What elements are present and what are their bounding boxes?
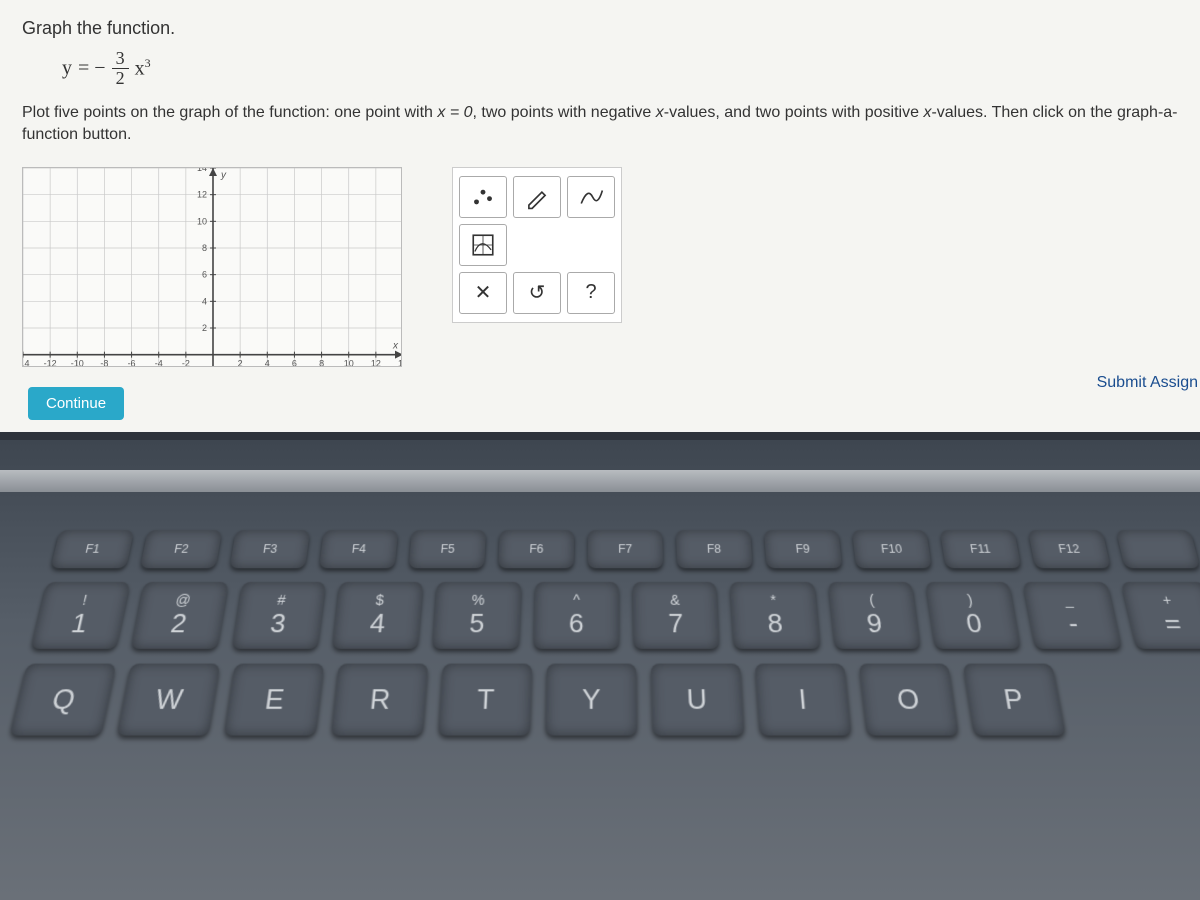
svg-text:14: 14: [197, 168, 207, 173]
key-6: ^6: [533, 582, 619, 649]
equation: y = − 3 2 x3: [62, 49, 1178, 88]
submit-assignment-link[interactable]: Submit Assign: [1097, 374, 1200, 392]
key-9: (9: [828, 582, 921, 649]
key-I: I: [755, 664, 852, 736]
instructions: Plot five points on the graph of the fun…: [22, 102, 1178, 147]
key-W: W: [117, 664, 221, 736]
key-U: U: [651, 664, 744, 736]
key-F3: F3: [230, 530, 310, 568]
key-=: +=: [1121, 582, 1200, 649]
help-button[interactable]: ?: [567, 272, 615, 314]
key-O: O: [859, 664, 959, 736]
eq-numerator: 3: [112, 49, 129, 69]
key-0: )0: [925, 582, 1020, 649]
svg-text:4: 4: [202, 296, 207, 306]
graph-function-icon: [470, 232, 496, 258]
key-P: P: [963, 664, 1066, 736]
graph-svg[interactable]: -14-12-10-8-6-4-22468101214-4-2246810121…: [23, 168, 402, 367]
continue-button[interactable]: Continue: [28, 387, 124, 420]
prompt-title: Graph the function.: [22, 18, 1178, 39]
eq-var: x3: [135, 56, 151, 81]
svg-text:-10: -10: [71, 358, 84, 366]
keyboard-number-row: !1@2#3$4%5^6&7*8(9)0_-+=: [31, 582, 1200, 649]
key-F7: F7: [588, 530, 663, 568]
key-F12: F12: [1028, 530, 1111, 568]
key-F6: F6: [498, 530, 574, 568]
svg-text:2: 2: [238, 358, 243, 366]
eq-lhs: y: [62, 57, 72, 80]
svg-text:14: 14: [398, 358, 402, 366]
key-E: E: [224, 664, 324, 736]
key-4: $4: [332, 582, 423, 649]
points-tool[interactable]: [459, 176, 507, 218]
pen-tool[interactable]: [513, 176, 561, 218]
svg-text:6: 6: [292, 358, 297, 366]
key-F11: F11: [940, 530, 1021, 568]
svg-text:-6: -6: [128, 358, 136, 366]
svg-text:8: 8: [202, 243, 207, 253]
help-icon: ?: [585, 281, 596, 304]
key-F5: F5: [409, 530, 486, 568]
eq-denominator: 2: [112, 69, 129, 88]
key-F1: F1: [51, 530, 134, 568]
key-Q: Q: [10, 664, 117, 736]
key-2: @2: [131, 582, 228, 649]
clear-icon: ✕: [475, 280, 492, 305]
key-8: *8: [730, 582, 820, 649]
svg-text:12: 12: [197, 189, 207, 199]
clear-button[interactable]: ✕: [459, 272, 507, 314]
pen-tool-icon: [524, 184, 550, 210]
laptop-deck: F1F2F3F4 F5 F6 F7 F8 F9 F10F11F12 !1@2#3$4%5^6…: [0, 440, 1200, 900]
svg-text:-2: -2: [182, 358, 190, 366]
undo-icon: ↺: [529, 280, 546, 305]
curve-tool-icon: [578, 184, 604, 210]
key-F8: F8: [676, 530, 753, 568]
svg-text:-8: -8: [100, 358, 108, 366]
key-3: #3: [232, 582, 326, 649]
key-F2: F2: [140, 530, 222, 568]
svg-text:8: 8: [319, 358, 324, 366]
svg-text:-14: -14: [23, 358, 30, 366]
svg-text:-12: -12: [44, 358, 57, 366]
app-screen: Graph the function. y = − 3 2 x3 Plot fi…: [0, 0, 1200, 440]
key-7: &7: [633, 582, 720, 649]
svg-text:2: 2: [202, 323, 207, 333]
eq-fraction: 3 2: [112, 49, 129, 88]
svg-text:10: 10: [344, 358, 354, 366]
key-T: T: [438, 664, 532, 736]
undo-button[interactable]: ↺: [513, 272, 561, 314]
key-R: R: [331, 664, 428, 736]
svg-text:6: 6: [202, 269, 207, 279]
svg-text:12: 12: [371, 358, 381, 366]
key-1: !1: [31, 582, 131, 649]
svg-text:-4: -4: [155, 358, 163, 366]
key-F10: F10: [852, 530, 932, 568]
key-Y: Y: [545, 664, 637, 736]
points-tool-icon: [470, 184, 496, 210]
key--: _-: [1023, 582, 1121, 649]
key-F9: F9: [764, 530, 842, 568]
tool-palette: ✕ ↺ ?: [452, 167, 622, 323]
work-area: -14-12-10-8-6-4-22468101214-4-2246810121…: [22, 167, 1178, 367]
laptop-hinge: [0, 470, 1200, 492]
graph-canvas[interactable]: -14-12-10-8-6-4-22468101214-4-2246810121…: [22, 167, 402, 367]
key-5: %5: [433, 582, 521, 649]
svg-text:4: 4: [265, 358, 270, 366]
svg-text:x: x: [392, 340, 399, 351]
curve-tool[interactable]: [567, 176, 615, 218]
keyboard: F1F2F3F4 F5 F6 F7 F8 F9 F10F11F12 !1@2#3$4%5^6…: [0, 530, 1200, 736]
key-F4: F4: [319, 530, 398, 568]
svg-text:y: y: [220, 170, 227, 181]
key-blank: [1116, 530, 1200, 568]
graph-function-button[interactable]: [459, 224, 507, 266]
eq-op: = −: [78, 57, 106, 80]
keyboard-fn-row: F1F2F3F4 F5 F6 F7 F8 F9 F10F11F12: [51, 530, 1200, 568]
svg-text:10: 10: [197, 216, 207, 226]
keyboard-letter-row: QWERTYUIOP: [10, 664, 1200, 736]
